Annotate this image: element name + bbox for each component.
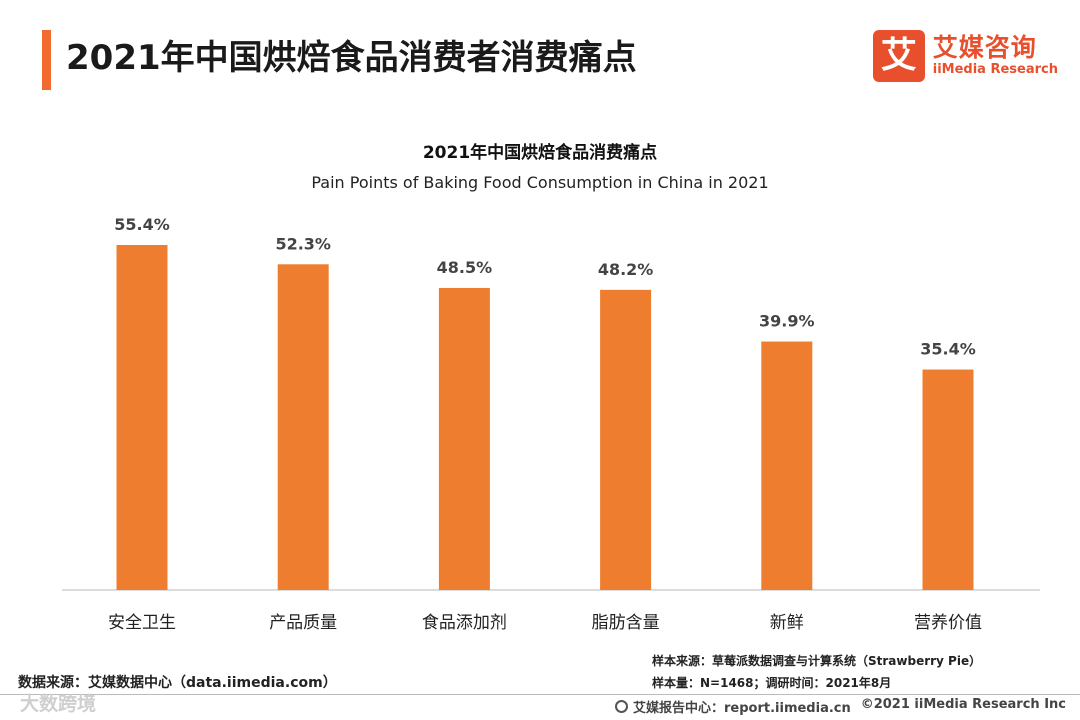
chart-subtitle: Pain Points of Baking Food Consumption i… <box>311 173 769 192</box>
iimedia-logo: 艾 艾媒咨询 iiMedia Research <box>872 28 1058 84</box>
globe-icon <box>615 700 628 713</box>
bar-5 <box>761 341 813 590</box>
category-label-4: 脂肪含量 <box>592 613 660 633</box>
value-label-5: 39.9% <box>759 312 815 331</box>
report-center-link[interactable]: 艾媒报告中心：report.iimedia.cn <box>615 697 851 716</box>
sample-size-note: 样本量：N=1468；调研时间：2021年8月 <box>652 676 892 690</box>
value-label-2: 52.3% <box>275 234 331 253</box>
category-label-2: 产品质量 <box>269 613 337 633</box>
logo-mark-icon: 艾 <box>872 30 925 82</box>
bar-4 <box>600 289 652 590</box>
category-label-1: 安全卫生 <box>108 613 176 633</box>
watermark-text: 大数跨境 <box>20 693 97 715</box>
category-label-5: 新鲜 <box>770 613 804 633</box>
value-label-4: 48.2% <box>598 260 654 279</box>
value-label-6: 35.4% <box>920 340 976 359</box>
bar-2 <box>277 264 329 590</box>
chart-title: 2021年中国烘焙食品消费痛点 <box>422 143 658 163</box>
title-accent-bar <box>42 30 51 90</box>
bar-6 <box>922 369 974 590</box>
category-label-6: 营养价值 <box>914 613 982 633</box>
bar-3 <box>438 287 490 590</box>
bars-group: 55.4% 安全卫生 52.3% 产品质量 48.5% 食品添加剂 48.2% 脂肪含量 39.… <box>108 215 982 633</box>
logo-name-en: iiMedia Research <box>932 62 1058 77</box>
data-source-note: 数据来源：艾媒数据中心（data.iimedia.com） <box>18 675 337 691</box>
copyright-text: ©2021 iiMedia Research Inc <box>860 697 1066 712</box>
sample-source-note: 样本来源：草莓派数据调查与计算系统（Strawberry Pie） <box>652 654 982 668</box>
report-center-text: 艾媒报告中心：report.iimedia.cn <box>633 701 851 716</box>
value-label-3: 48.5% <box>437 258 493 277</box>
logo-text: 艾媒咨询 iiMedia Research <box>933 34 1058 78</box>
bar-1 <box>116 245 168 590</box>
category-label-3: 食品添加剂 <box>422 613 507 633</box>
logo-name-cn: 艾媒咨询 <box>932 33 1037 62</box>
value-label-1: 55.4% <box>114 215 170 234</box>
page-title: 2021年中国烘焙食品消费者消费痛点 <box>66 38 637 78</box>
footer-divider <box>0 694 1080 695</box>
